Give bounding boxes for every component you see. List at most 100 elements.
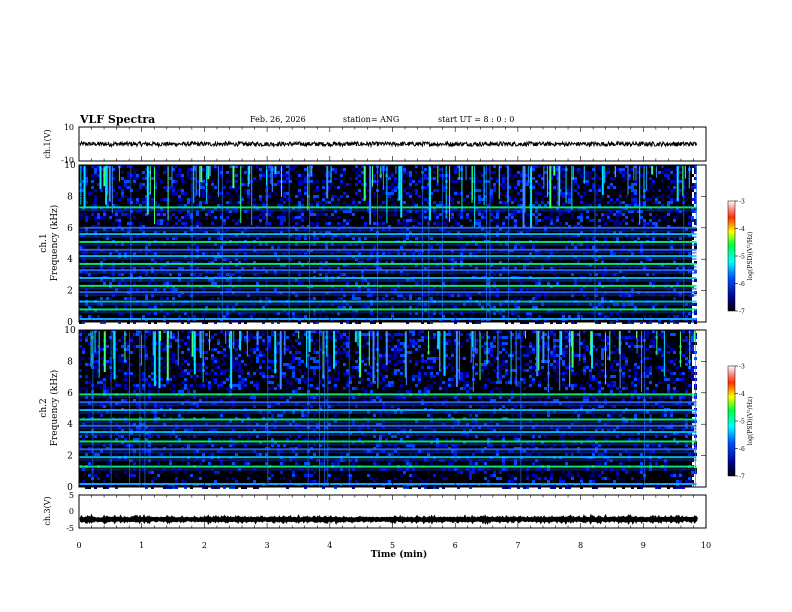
spectrogram-cell [673, 261, 676, 264]
spectrogram-cell [616, 210, 619, 213]
spectrogram-cell [91, 165, 94, 168]
spectrogram-cell [511, 237, 514, 240]
spectrogram-cell [154, 177, 157, 180]
spectrogram-cell [94, 234, 97, 237]
spectrogram-cell [496, 234, 499, 237]
spectrogram-cell [511, 309, 514, 312]
spectrogram-cell [481, 228, 484, 231]
spectrogram-cell [481, 198, 484, 201]
spectrogram-cell [259, 168, 262, 171]
spectrogram-cell [625, 273, 628, 276]
spectrogram-cell [232, 195, 235, 198]
spectrogram-cell [472, 213, 475, 216]
spectrogram-cell [652, 222, 655, 225]
spectrogram-cell [109, 282, 112, 285]
spectrogram-cell [640, 195, 643, 198]
spectrogram-cell [178, 261, 181, 264]
spectrogram-cell [430, 309, 433, 312]
spectrogram-cell [388, 195, 391, 198]
spectrogram-cell [349, 306, 352, 309]
spectrogram-cell [328, 267, 331, 270]
spectrogram-cell [460, 225, 463, 228]
spectrogram-cell [469, 219, 472, 222]
spectrogram-cell [577, 216, 580, 219]
spectrogram-cell [238, 186, 241, 189]
spectrogram-cell [307, 171, 310, 174]
spectrogram-cell [238, 261, 241, 264]
spectrogram-cell [664, 165, 667, 168]
spectrogram-cell [631, 198, 634, 201]
spectrogram-cell [127, 189, 130, 192]
spectrogram-cell [670, 261, 673, 264]
spectrogram-cell [94, 183, 97, 186]
spectrogram-cell [352, 195, 355, 198]
spectrogram-cell [613, 168, 616, 171]
spectrogram-cell [388, 225, 391, 228]
spectrogram-cell [604, 189, 607, 192]
spectrogram-cell [592, 201, 595, 204]
spectrogram-cell [562, 192, 565, 195]
spectrogram-cell [361, 270, 364, 273]
spectrogram-cell [187, 282, 190, 285]
spectrogram-cell [130, 270, 133, 273]
spectrogram-cell [181, 192, 184, 195]
spectrogram-cell [565, 264, 568, 267]
spectrogram-cell [253, 267, 256, 270]
spectrogram-cell [307, 198, 310, 201]
spectrogram-cell [91, 267, 94, 270]
spectrogram-cell [550, 210, 553, 213]
spectrogram-cell [655, 222, 658, 225]
spectrogram-cell [511, 210, 514, 213]
spectrogram-cell [484, 273, 487, 276]
spectrogram-cell [283, 219, 286, 222]
spectrogram-cell [508, 186, 511, 189]
spectrogram-cell [634, 198, 637, 201]
spectrogram-cell [586, 174, 589, 177]
spectrogram-cell [403, 213, 406, 216]
spectrogram-cell [598, 177, 601, 180]
spectrogram-cell [217, 282, 220, 285]
spectrogram-cell [436, 222, 439, 225]
spectrogram-cell [349, 213, 352, 216]
spectrogram-cell [265, 225, 268, 228]
spectrogram-cell [613, 210, 616, 213]
spectrogram-cell [604, 270, 607, 273]
spectrogram-cell [97, 207, 100, 210]
spectrogram-cell [487, 246, 490, 249]
spectrogram-cell [205, 216, 208, 219]
spectrogram-cell [442, 312, 445, 315]
spectrogram-cell [361, 168, 364, 171]
spectrogram-cell [229, 207, 232, 210]
spectrogram-cell [178, 177, 181, 180]
spectrogram-cell [586, 231, 589, 234]
spectrogram-cell [202, 210, 205, 213]
spectrogram-cell [475, 219, 478, 222]
spectrogram-cell [430, 297, 433, 300]
spectrogram-cell [400, 297, 403, 300]
spectrogram-cell [454, 192, 457, 195]
spectrogram-cell [94, 189, 97, 192]
spectrogram-cell [622, 231, 625, 234]
spectrogram-cell [292, 168, 295, 171]
spectrogram-cell [109, 201, 112, 204]
spectrogram-cell [91, 213, 94, 216]
spectrogram-cell [610, 183, 613, 186]
spectrogram-cell [139, 186, 142, 189]
spectrogram-cell [565, 210, 568, 213]
spectrogram-cell [103, 210, 106, 213]
spectrogram-cell [148, 237, 151, 240]
spectrogram-cell [151, 174, 154, 177]
spectrogram-cell [628, 309, 631, 312]
spectrogram-cell [196, 204, 199, 207]
spectrogram-cell [679, 171, 682, 174]
spectrogram-cell [505, 237, 508, 240]
spectrogram-cell [244, 168, 247, 171]
spectrogram-cell [184, 222, 187, 225]
spectrogram-cell [451, 210, 454, 213]
spectrogram-cell [169, 273, 172, 276]
spectrogram-cell [424, 222, 427, 225]
spectrogram-cell [178, 189, 181, 192]
spectrogram-cell [148, 201, 151, 204]
spectrogram-cell [100, 282, 103, 285]
spectrogram-cell [544, 183, 547, 186]
